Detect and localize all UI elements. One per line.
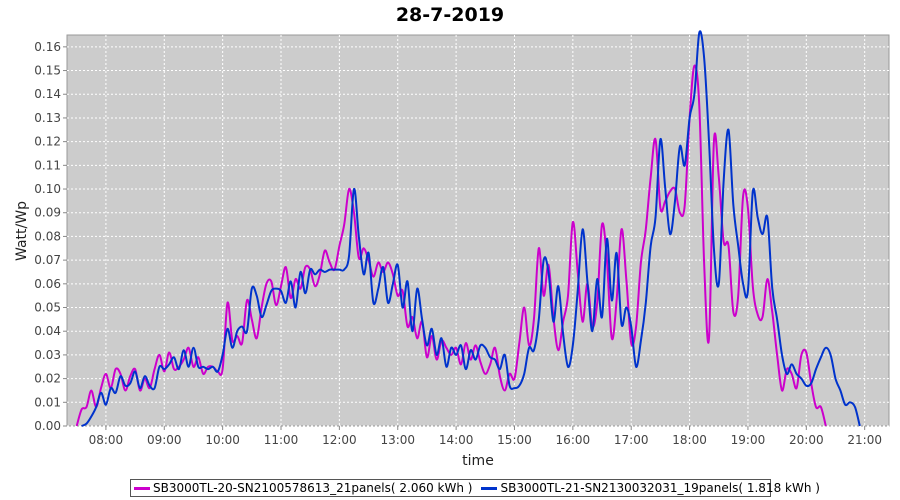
y-tick-label: 0.04 bbox=[34, 324, 61, 338]
y-tick-label: 0.16 bbox=[34, 40, 61, 54]
x-tick-label: 17:00 bbox=[614, 433, 649, 447]
x-tick-label: 13:00 bbox=[380, 433, 415, 447]
x-tick-label: 12:00 bbox=[322, 433, 357, 447]
y-tick-label: 0.14 bbox=[34, 87, 61, 101]
series-line-2 bbox=[81, 30, 861, 427]
y-axis-label: Watt/Wp bbox=[14, 201, 30, 261]
y-tick-label: 0.03 bbox=[34, 348, 61, 362]
x-tick-label: 14:00 bbox=[439, 433, 474, 447]
x-tick-label: 19:00 bbox=[731, 433, 766, 447]
y-tick-label: 0.12 bbox=[34, 135, 61, 149]
series-line-1 bbox=[75, 64, 827, 427]
y-tick-label: 0.11 bbox=[34, 158, 61, 172]
x-tick-label: 09:00 bbox=[147, 433, 182, 447]
legend-item-2: SB3000TL-21-SN2130032031_19panels( 1.818… bbox=[478, 481, 820, 495]
x-tick-label: 15:00 bbox=[497, 433, 532, 447]
legend-label: SB3000TL-21-SN2130032031_19panels( 1.818… bbox=[500, 481, 820, 495]
y-tick-label: 0.08 bbox=[34, 229, 61, 243]
legend-item-1: SB3000TL-20-SN2100578613_21panels( 2.060… bbox=[131, 481, 472, 495]
x-tick-label: 11:00 bbox=[264, 433, 299, 447]
y-tick-label: 0.01 bbox=[34, 395, 61, 409]
x-axis-ticks: 08:00 09:00 10:00 11:00 12:00 13:00 14:00 15:00… bbox=[89, 426, 882, 447]
y-axis-ticks: 0.00 0.01 0.02 0.03 0.04 0.05 0.06 0.07 0.08 0.09… bbox=[34, 40, 67, 433]
x-tick-label: 10:00 bbox=[205, 433, 240, 447]
series-layer bbox=[75, 30, 861, 427]
y-tick-label: 0.00 bbox=[34, 419, 61, 433]
x-tick-label: 21:00 bbox=[847, 433, 882, 447]
y-tick-label: 0.09 bbox=[34, 206, 61, 220]
legend-label: SB3000TL-20-SN2100578613_21panels( 2.060… bbox=[153, 481, 473, 495]
x-axis-label: time bbox=[462, 453, 494, 469]
legend-swatch bbox=[134, 486, 150, 490]
y-tick-label: 0.05 bbox=[34, 301, 61, 315]
y-tick-label: 0.13 bbox=[34, 111, 61, 125]
x-tick-label: 20:00 bbox=[789, 433, 824, 447]
y-tick-label: 0.07 bbox=[34, 253, 61, 267]
x-tick-label: 08:00 bbox=[89, 433, 124, 447]
y-tick-label: 0.06 bbox=[34, 277, 61, 291]
legend-swatch bbox=[481, 486, 498, 490]
legend: SB3000TL-20-SN2100578613_21panels( 2.060… bbox=[130, 479, 820, 497]
x-tick-label: 16:00 bbox=[556, 433, 591, 447]
y-tick-label: 0.10 bbox=[34, 182, 61, 196]
y-tick-label: 0.02 bbox=[34, 372, 61, 386]
y-tick-label: 0.15 bbox=[34, 64, 61, 78]
plot-area bbox=[66, 34, 890, 427]
chart-title: 28-7-2019 bbox=[396, 4, 504, 26]
x-tick-label: 18:00 bbox=[672, 433, 707, 447]
